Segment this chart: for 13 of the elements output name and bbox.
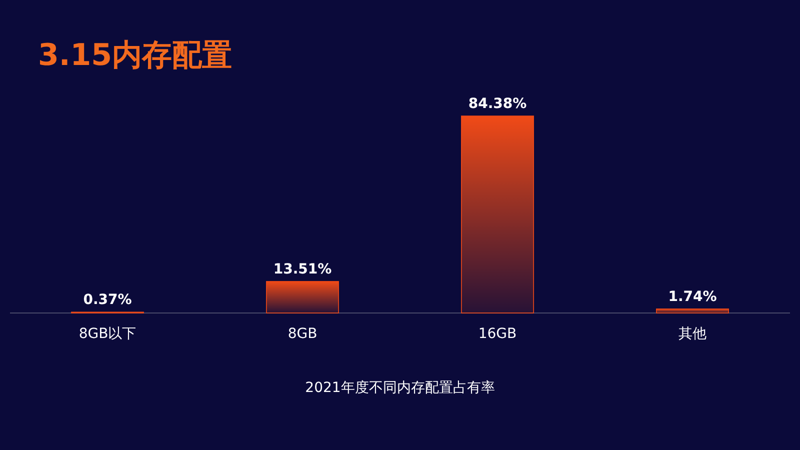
x-tick-label: 其他 — [678, 326, 706, 342]
x-axis-title: 2021年度不同内存配置占有率 — [305, 380, 495, 396]
data-label: 13.51% — [273, 261, 332, 278]
data-label: 84.38% — [468, 96, 527, 112]
chart-title: 3.15内存配置 — [38, 38, 232, 73]
data-label: 0.37% — [83, 292, 132, 308]
bar — [461, 116, 534, 314]
bar — [266, 281, 339, 314]
x-tick-label: 8GB — [288, 326, 318, 342]
bar — [656, 308, 729, 314]
x-tick-label: 8GB以下 — [78, 326, 136, 342]
data-label: 1.74% — [668, 288, 717, 305]
x-tick-label: 16GB — [478, 326, 517, 342]
